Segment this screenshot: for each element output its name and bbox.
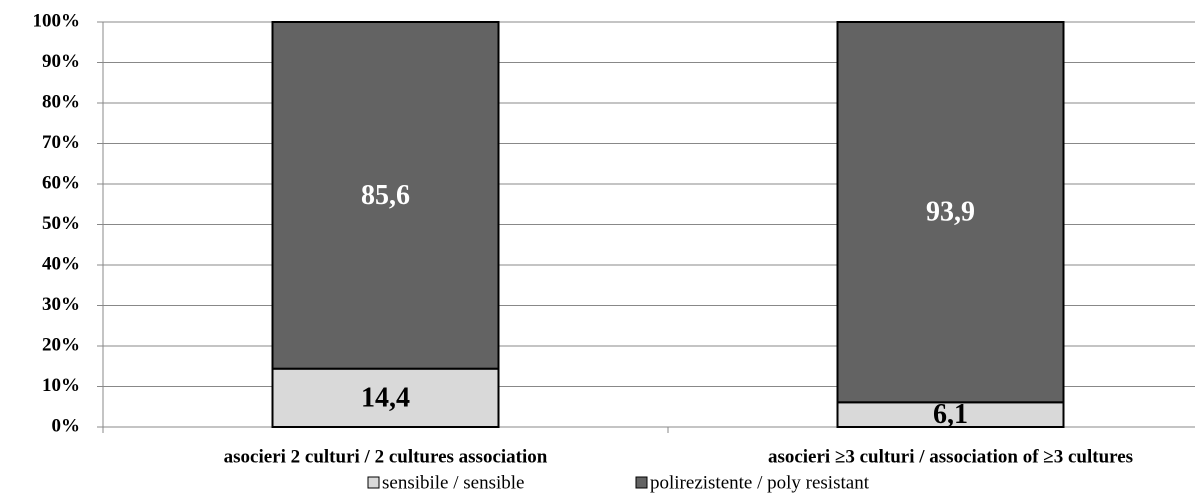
- y-tick-label: 60%: [42, 172, 80, 193]
- y-tick-label: 50%: [42, 213, 80, 234]
- y-tick-label: 0%: [52, 415, 81, 436]
- bar-segment: [836, 401, 1065, 429]
- y-tick-label: 90%: [42, 51, 80, 72]
- bar-segment: [271, 367, 500, 428]
- bar-segment: [836, 21, 1065, 404]
- data-label: 85,6: [361, 180, 410, 211]
- y-tick-label: 70%: [42, 132, 80, 153]
- y-tick-label: 20%: [42, 334, 80, 355]
- legend-swatch: [635, 476, 648, 489]
- y-tick-label: 100%: [33, 10, 81, 31]
- legend-label: polirezistente / poly resistant: [650, 472, 870, 493]
- bar-segment: [271, 21, 500, 370]
- legend-label: sensibile / sensible: [382, 472, 524, 493]
- data-label: 14,4: [361, 382, 410, 413]
- data-label: 93,9: [926, 197, 975, 228]
- x-tick-label: asocieri ≥3 culturi / association of ≥3 …: [768, 446, 1133, 467]
- y-tick-label: 30%: [42, 294, 80, 315]
- y-tick-label: 80%: [42, 91, 80, 112]
- data-label: 6,1: [933, 399, 968, 430]
- y-tick-label: 10%: [42, 375, 80, 396]
- legend-swatch: [367, 476, 380, 489]
- x-tick-label: asocieri 2 culturi / 2 cultures associat…: [224, 446, 548, 467]
- y-tick-label: 40%: [42, 253, 80, 274]
